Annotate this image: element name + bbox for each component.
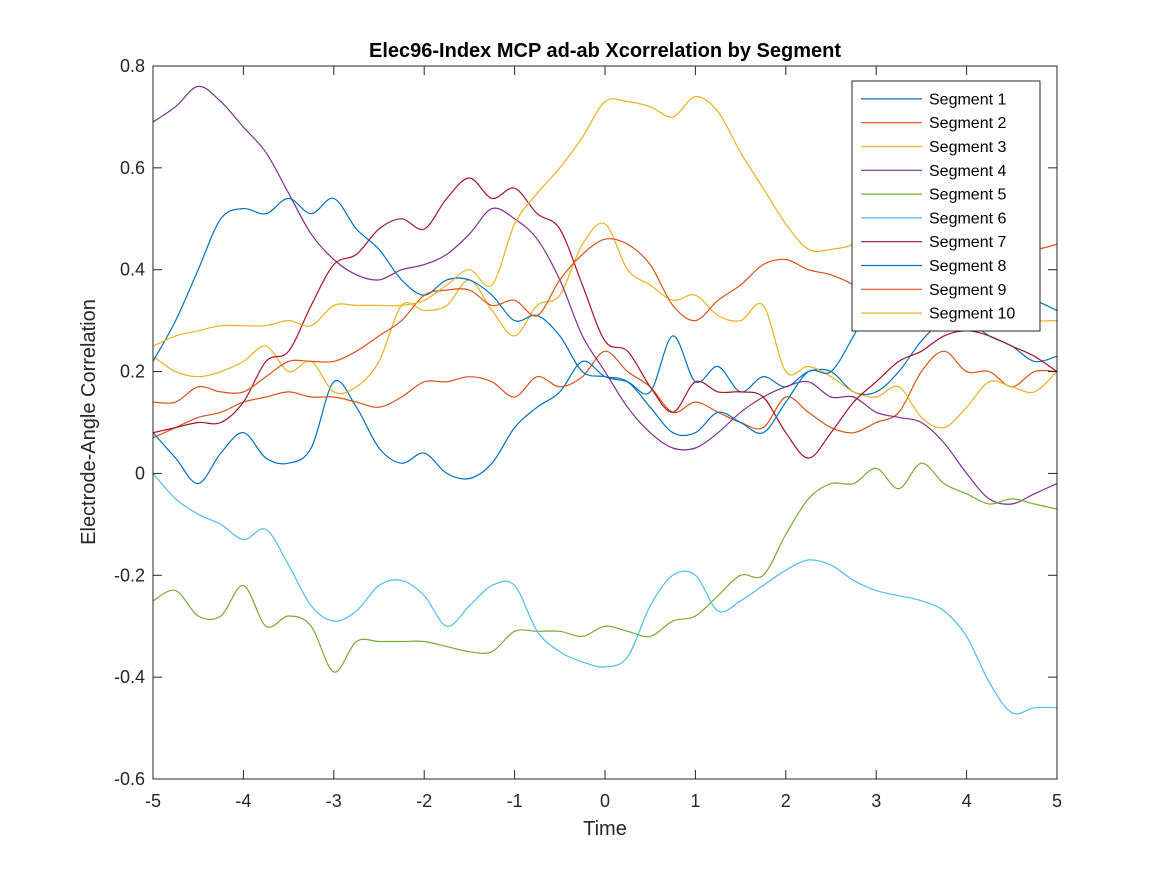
y-tick-label: -0.4: [114, 667, 145, 687]
series-line-segment-4: [153, 85, 1057, 505]
x-tick-label: 5: [1052, 791, 1062, 811]
x-axis-label: Time: [583, 818, 627, 840]
x-tick-label: 2: [781, 791, 791, 811]
x-tick-label: -3: [326, 791, 342, 811]
legend-label-segment-2: Segment 2: [929, 115, 1006, 132]
legend-label-segment-1: Segment 1: [929, 91, 1006, 108]
y-tick-label: 0.8: [120, 56, 145, 76]
legend-label-segment-7: Segment 7: [929, 234, 1006, 251]
x-tick-label: -4: [235, 791, 251, 811]
x-tick-label: 3: [871, 791, 881, 811]
series-line-segment-2: [153, 350, 1057, 439]
x-tick-label: -1: [507, 791, 523, 811]
y-tick-label: 0.6: [120, 158, 145, 178]
legend-label-segment-4: Segment 4: [929, 163, 1006, 180]
axes-layer: -5 -4 -3 -2 -1 0 1 2 3 4 5 -0.6 -0.4 -0.2 0 0.2 0.4 0.6 0.…: [114, 56, 1062, 811]
legend: Segment 1 Segment 2 Segment 3 Segment 4 Segm…: [851, 80, 1041, 332]
legend-label-segment-3: Segment 3: [929, 139, 1006, 156]
series-line-segment-5: [153, 462, 1057, 673]
legend-label-segment-8: Segment 8: [929, 258, 1006, 275]
legend-label-segment-10: Segment 10: [929, 306, 1015, 323]
x-tick-label: -5: [145, 791, 161, 811]
legend-label-segment-9: Segment 9: [929, 282, 1006, 299]
y-tick-label: 0: [135, 463, 145, 483]
y-axis-label: Electrode-Angle Correlation: [78, 299, 100, 545]
y-tick-label: -0.6: [114, 769, 145, 789]
y-tick-label: 0.4: [120, 260, 145, 280]
series-line-segment-6: [153, 473, 1057, 715]
legend-label-segment-6: Segment 6: [929, 210, 1006, 227]
x-tick-label: 0: [600, 791, 610, 811]
chart-title: Elec96-Index MCP ad-ab Xcorrelation by S…: [369, 40, 841, 62]
y-tick-label: 0.2: [120, 362, 145, 382]
x-tick-label: 4: [962, 791, 972, 811]
series-line-segment-7: [153, 177, 1057, 459]
x-tick-label: -2: [416, 791, 432, 811]
series-line-segment-3: [153, 222, 1057, 429]
y-tick-label: -0.2: [114, 565, 145, 585]
legend-label-segment-5: Segment 5: [929, 187, 1006, 204]
x-tick-label: 1: [690, 791, 700, 811]
